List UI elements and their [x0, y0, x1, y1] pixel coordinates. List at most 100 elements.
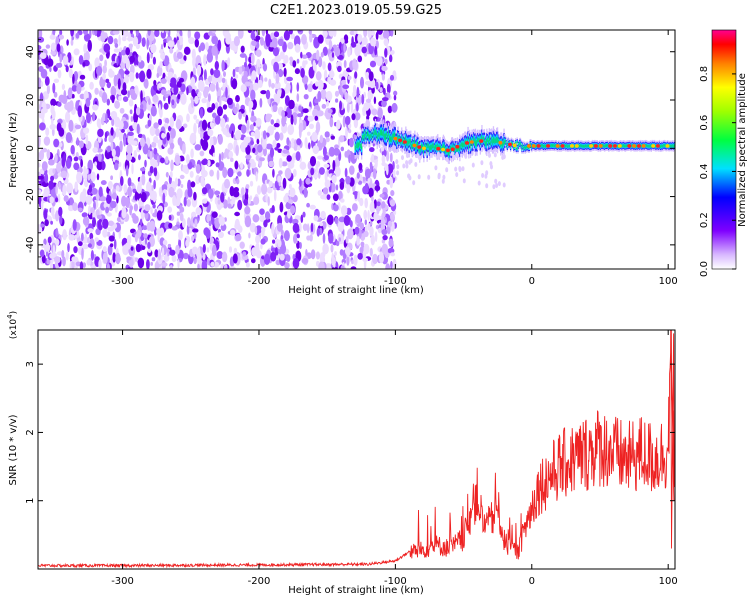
- spectrogram-noise-cell: [61, 249, 65, 259]
- spectrogram-noise-cell: [322, 61, 326, 70]
- spectrogram-noise-cell: [340, 265, 345, 269]
- spectrogram-noise-cell: [47, 58, 54, 67]
- spectrogram-noise-cell: [190, 216, 194, 227]
- spectrogram-noise-cell: [273, 189, 277, 202]
- spectrogram-signal-cell: [406, 140, 409, 146]
- spectrogram-peak-cell: [417, 145, 422, 149]
- spectrogram-noise-cell: [45, 251, 49, 257]
- spectrogram-signal-cell: [355, 145, 357, 151]
- spectrogram-noise-cell: [208, 75, 212, 83]
- spectrogram-noise-cell: [169, 116, 175, 128]
- spectrogram-noise-cell: [408, 175, 412, 181]
- spectrogram-noise-cell: [118, 95, 122, 102]
- spectrogram-noise-cell: [38, 175, 44, 180]
- spectrogram-noise-cell: [168, 187, 175, 198]
- spectrogram-noise-cell: [352, 84, 357, 94]
- spectrogram-noise-cell: [361, 46, 368, 54]
- spectrogram-noise-cell: [405, 153, 409, 159]
- spectrogram-noise-cell: [220, 192, 225, 203]
- spectrogram-noise-cell: [304, 137, 308, 149]
- spectrogram-noise-cell: [193, 114, 198, 120]
- spectrogram-noise-cell: [412, 180, 416, 186]
- spectrogram-noise-cell: [126, 144, 133, 155]
- spectrogram-noise-cell: [114, 100, 120, 109]
- spectrogram-noise-cell: [237, 171, 242, 177]
- spectrogram-noise-cell: [90, 250, 94, 261]
- spectrogram-noise-cell: [154, 208, 158, 216]
- spectrogram-noise-cell: [87, 236, 90, 244]
- spectrogram-noise-cell: [372, 168, 377, 180]
- spectrogram-signal-cell: [580, 144, 582, 147]
- spectrogram-noise-cell: [161, 30, 165, 34]
- spectrogram-noise-cell: [219, 96, 222, 108]
- spectrogram-noise-cell: [245, 154, 252, 160]
- spectrogram-noise-cell: [257, 79, 263, 88]
- spectrogram-noise-cell: [127, 177, 132, 187]
- spectrogram-noise-cell: [261, 30, 266, 37]
- spectrogram-noise-cell: [106, 195, 112, 204]
- spectrogram-noise-cell: [300, 67, 305, 78]
- spectrogram-noise-cell: [339, 178, 345, 183]
- spectrogram-signal-cell: [430, 144, 432, 150]
- spectrogram-noise-cell: [240, 124, 247, 134]
- spectrogram-noise-cell: [277, 38, 284, 47]
- spectrogram-noise-cell: [162, 192, 166, 205]
- spectrogram-noise-cell: [322, 30, 328, 39]
- spectrogram-noise-cell: [118, 161, 122, 168]
- spectrogram-noise-cell: [44, 219, 49, 227]
- spectrogram-noise-cell: [274, 81, 281, 90]
- spectrogram-signal-cell: [408, 140, 410, 148]
- spectrogram-noise-cell: [271, 205, 275, 213]
- spectrogram-signal-cell: [364, 133, 366, 140]
- spectrogram-noise-cell: [77, 241, 83, 247]
- spectrogram-noise-cell: [335, 98, 339, 103]
- spectrogram-noise-cell: [334, 47, 341, 57]
- spectrogram-signal-cell: [566, 144, 568, 147]
- spectrogram-noise-cell: [338, 237, 341, 242]
- spectrogram-noise-cell: [92, 111, 96, 122]
- spectrogram-noise-cell: [165, 171, 169, 178]
- spectrogram-noise-cell: [45, 127, 50, 136]
- spectrogram-noise-cell: [332, 204, 339, 212]
- spectrogram-noise-cell: [368, 187, 374, 198]
- spectrogram-noise-cell: [363, 230, 369, 238]
- spectrogram-signal-cell: [526, 145, 528, 149]
- spectrogram-noise-cell: [186, 113, 190, 123]
- spectrogram-noise-cell: [169, 171, 173, 178]
- spectrogram-noise-cell: [234, 160, 239, 170]
- spectrogram-noise-cell: [122, 120, 129, 130]
- spectrogram-noise-cell: [207, 93, 211, 102]
- spectrogram-noise-cell: [45, 244, 51, 250]
- spectrogram-noise-cell: [313, 215, 319, 222]
- spectrogram-noise-cell: [235, 144, 239, 157]
- spectrogram-noise-cell: [222, 167, 228, 179]
- spectrogram-noise-cell: [121, 195, 127, 207]
- spectrogram-noise-cell: [339, 181, 345, 190]
- spectrogram-signal-cell: [362, 135, 364, 140]
- spectrogram-signal-cell: [670, 144, 672, 148]
- spectrogram-signal-cell: [621, 144, 623, 148]
- spectrogram-noise-cell: [111, 118, 115, 127]
- spectrogram-signal-cell: [517, 147, 519, 150]
- spectrogram-noise-cell: [135, 72, 139, 79]
- spectrogram-noise-cell: [287, 124, 295, 136]
- spectrogram-signal-cell: [399, 136, 401, 141]
- spectrogram-noise-cell: [167, 71, 174, 77]
- spectrogram-signal-cell: [450, 146, 452, 151]
- y-tick-label: 0: [25, 145, 36, 151]
- spectrogram-noise-cell: [177, 259, 180, 269]
- spectrogram-noise-cell: [292, 169, 297, 177]
- spectrogram-noise-cell: [334, 90, 340, 97]
- spectrogram-noise-cell: [317, 155, 324, 160]
- spectrogram-noise-cell: [153, 147, 158, 155]
- spectrogram-noise-cell: [260, 238, 266, 245]
- spectrogram-noise-cell: [264, 211, 271, 220]
- spectrogram-noise-cell: [335, 240, 340, 247]
- spectrogram-noise-cell: [276, 142, 281, 148]
- spectrogram-noise-cell: [176, 81, 182, 88]
- spectrogram-noise-cell: [317, 190, 322, 196]
- spectrogram-noise-cell: [40, 81, 44, 88]
- spectrogram-noise-cell: [218, 153, 222, 164]
- spectrogram-noise-cell: [220, 117, 226, 129]
- spectrogram-noise-cell: [233, 36, 240, 47]
